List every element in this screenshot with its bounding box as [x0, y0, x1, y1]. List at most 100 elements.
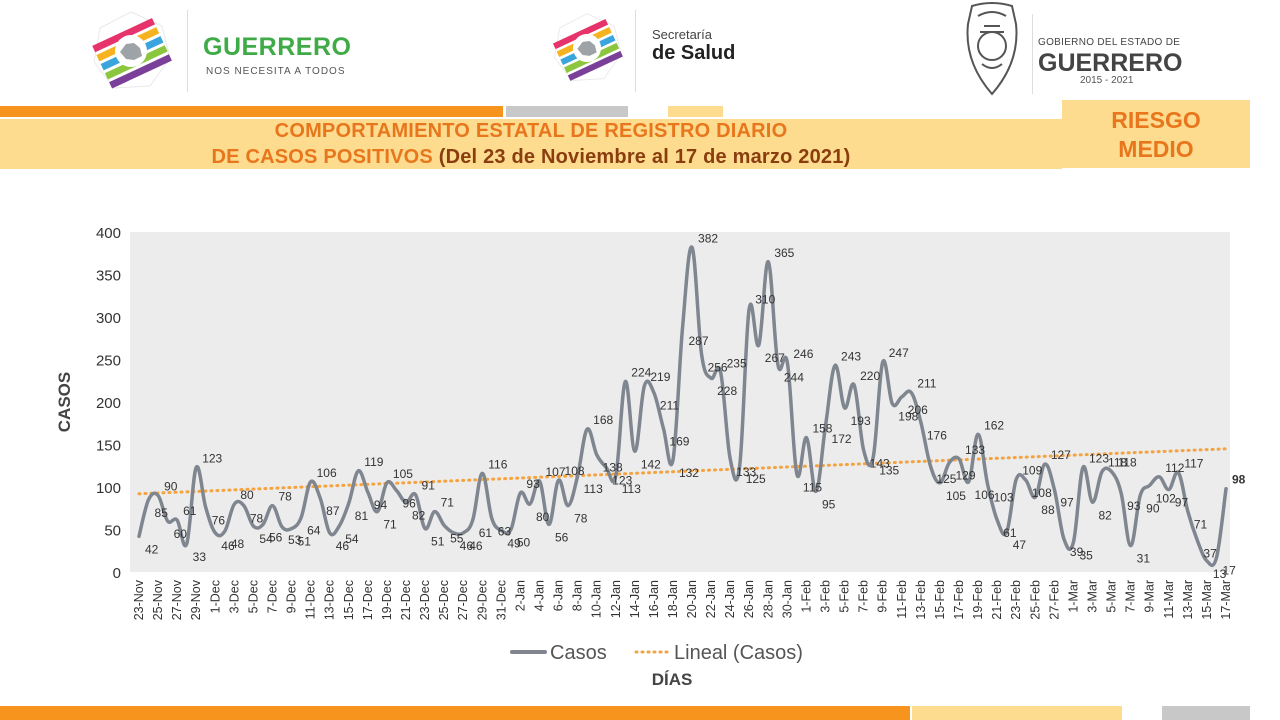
data-label: 119	[364, 455, 383, 469]
data-label: 46	[336, 539, 350, 553]
secretaria-label: Secretaría	[652, 27, 712, 42]
data-label: 287	[689, 334, 709, 348]
data-label: 267	[765, 351, 785, 365]
x-tick-label: 5-Feb	[838, 580, 852, 613]
data-label: 206	[908, 403, 928, 417]
data-label: 105	[946, 489, 966, 503]
data-label: 88	[1041, 503, 1055, 517]
x-tick-label: 27-Feb	[1047, 580, 1061, 620]
data-label: 219	[650, 370, 670, 384]
data-label: 35	[1079, 548, 1093, 562]
x-tick-label: 12-Jan	[609, 580, 623, 618]
data-label: 116	[488, 457, 507, 471]
x-tick-label: 4-Jan	[532, 580, 546, 611]
gobierno-logo: GOBIERNO DEL ESTADO DE GUERRERO 2015 - 2…	[960, 2, 1190, 100]
data-label: 310	[755, 293, 775, 307]
x-tick-label: 14-Jan	[628, 580, 642, 618]
x-tick-label: 11-Feb	[895, 580, 909, 619]
guerrero-emblem-icon	[92, 11, 172, 89]
data-label: 56	[269, 530, 283, 544]
y-tick-label: 50	[104, 523, 121, 540]
top-gray-bar	[506, 106, 628, 117]
x-tick-label: 13-Dec	[323, 580, 337, 620]
data-label: 97	[1060, 496, 1074, 510]
x-tick-label: 31-Dec	[494, 580, 508, 620]
data-label: 51	[431, 535, 445, 549]
footer-gray-bar	[1162, 706, 1250, 720]
x-tick-label: 27-Nov	[170, 579, 184, 620]
data-label: 82	[1099, 508, 1113, 522]
data-label: 168	[593, 413, 613, 427]
x-tick-label: 19-Feb	[971, 580, 985, 620]
data-label: 60	[174, 527, 188, 541]
cases-line-chart: 0 50 100 150 200 250 300 350 400 23-Nov 25-Nov 27-…	[55, 225, 1246, 689]
data-label: 228	[717, 384, 737, 398]
x-tick-label: 9-Feb	[876, 580, 890, 613]
data-label: 243	[841, 349, 861, 363]
x-tick-label: 1-Dec	[208, 580, 222, 613]
x-axis-title: DÍAS	[652, 670, 693, 689]
risk-line-1: RIESGO	[1111, 107, 1201, 133]
data-label: 132	[679, 466, 699, 480]
guerrero-wordmark: GUERRERO	[203, 33, 352, 61]
y-tick-label: 300	[96, 310, 121, 327]
data-label: 76	[212, 513, 226, 527]
data-label: 54	[259, 532, 273, 546]
data-label: 162	[984, 418, 1004, 432]
data-label: 46	[460, 539, 474, 553]
data-label: 64	[307, 524, 321, 538]
title-band: COMPORTAMIENTO ESTATAL DE REGISTRO DIARI…	[0, 119, 1062, 169]
x-tick-label: 9-Dec	[285, 580, 299, 613]
legend-lineal-label: Lineal (Casos)	[674, 642, 803, 664]
cases-series-line	[137, 245, 1228, 568]
data-label: 78	[278, 490, 292, 504]
data-label: 37	[1203, 547, 1217, 561]
data-label: 33	[193, 550, 207, 564]
data-label: 123	[1089, 451, 1109, 465]
guerrero-tagline: NOS NECESITA A TODOS	[206, 66, 346, 77]
data-label: 49	[507, 536, 521, 550]
x-tick-label: 29-Nov	[189, 579, 203, 620]
y-tick-label: 400	[96, 225, 121, 242]
data-label: 198	[898, 410, 918, 424]
x-tick-label: 11-Dec	[304, 580, 318, 619]
secretaria-salud-logo: Secretaría de Salud	[551, 10, 751, 92]
data-label: 51	[298, 535, 312, 549]
x-tick-label: 1-Feb	[799, 580, 813, 613]
x-tick-label: 20-Jan	[685, 580, 699, 618]
data-label: 53	[288, 533, 302, 547]
x-tick-label: 11-Mar	[1162, 580, 1176, 619]
top-orange-bar	[0, 106, 503, 117]
x-tick-label: 23-Feb	[1009, 580, 1023, 620]
data-label: 90	[1146, 502, 1160, 516]
legend: Casos Lineal (Casos)	[510, 642, 803, 664]
data-label: 109	[1022, 463, 1042, 477]
x-tick-label: 3-Feb	[819, 580, 833, 613]
data-label: 61	[479, 526, 493, 540]
x-tick-label: 25-Feb	[1028, 580, 1042, 620]
data-label: 85	[155, 506, 169, 520]
data-label: 61	[1003, 526, 1017, 540]
data-label: 106	[317, 466, 337, 480]
data-label: 47	[1013, 538, 1027, 552]
data-label: 158	[812, 422, 832, 436]
legend-casos-label: Casos	[550, 642, 607, 664]
y-tick-label: 100	[96, 480, 121, 497]
data-label: 39	[1070, 545, 1084, 559]
x-tick-label: 2-Jan	[513, 580, 527, 611]
trend-line-lineal	[137, 447, 1228, 496]
x-tick-label: 26-Jan	[742, 580, 756, 618]
x-tick-label: 19-Dec	[380, 580, 394, 620]
x-tick-label: 3-Mar	[1086, 580, 1100, 613]
data-label: 235	[727, 356, 747, 370]
x-tick-label: 15-Dec	[342, 580, 356, 620]
data-label: 102	[1156, 491, 1176, 505]
data-label: 96	[402, 496, 416, 510]
y-tick-label: 250	[96, 353, 121, 370]
x-tick-label: 24-Jan	[723, 580, 737, 618]
data-label: 93	[1127, 499, 1141, 513]
top-yellow-bar	[668, 106, 723, 117]
data-label: 103	[994, 490, 1014, 504]
data-label: 82	[412, 508, 426, 522]
data-label: 94	[374, 498, 388, 512]
